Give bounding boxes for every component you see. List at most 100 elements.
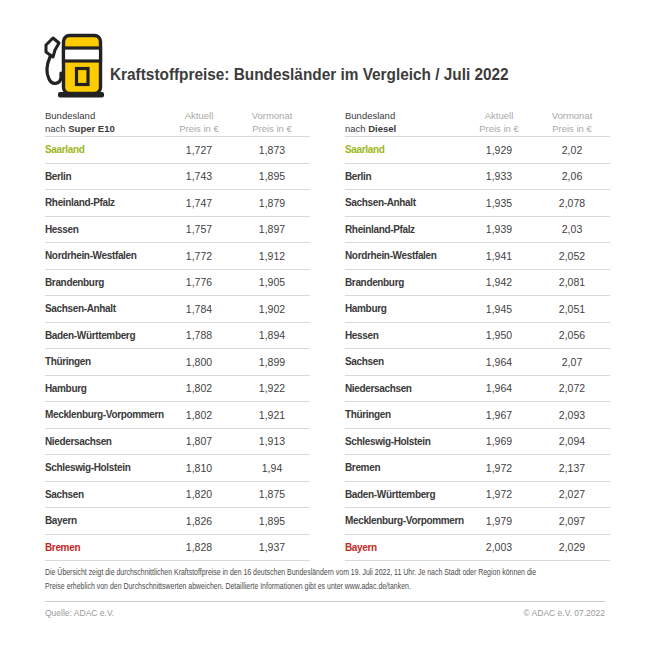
table-row: Rheinland-Pfalz1,9392,03 — [345, 217, 610, 244]
current-price: 1,942 — [464, 276, 534, 288]
diesel-table: Bundesland nach Diesel Aktuell Preis in … — [345, 106, 610, 561]
current-price: 1,826 — [164, 515, 234, 527]
table-row: Sachsen-Anhalt1,7841,902 — [45, 296, 310, 323]
table-row: Brandenburg1,7761,905 — [45, 270, 310, 297]
column-header-aktuell: Aktuell Preis in € — [164, 110, 234, 136]
state-name: Bremen — [45, 542, 164, 553]
state-name: Niedersachsen — [45, 436, 164, 447]
current-price: 1,810 — [164, 462, 234, 474]
previous-price: 1,912 — [234, 250, 310, 262]
state-name: Niedersachsen — [345, 383, 464, 394]
diesel-table-body: Saarland1,9292,02Berlin1,9332,06Sachsen-… — [345, 137, 610, 561]
infographic-page: Kraftstoffpreise: Bundesländer im Vergle… — [0, 0, 650, 646]
previous-price: 1,902 — [234, 303, 310, 315]
previous-price: 2,094 — [534, 435, 610, 447]
current-price: 1,757 — [164, 223, 234, 235]
table-row: Nordrhein-Westfalen1,7721,912 — [45, 243, 310, 270]
current-price: 1,929 — [464, 144, 534, 156]
current-price: 1,964 — [464, 382, 534, 394]
current-price: 1,727 — [164, 144, 234, 156]
current-price: 1,964 — [464, 356, 534, 368]
table-row: Hessen1,9502,056 — [345, 323, 610, 350]
previous-price: 1,899 — [234, 356, 310, 368]
table-row: Baden-Württemberg1,9722,027 — [345, 482, 610, 509]
previous-price: 1,937 — [234, 541, 310, 553]
state-name: Sachsen — [345, 356, 464, 367]
current-price: 1,941 — [464, 250, 534, 262]
current-price: 1,800 — [164, 356, 234, 368]
table-row: Berlin1,9332,06 — [345, 164, 610, 191]
footer: Quelle: ADAC e.V. © ADAC e.V. 07.2022 — [45, 608, 605, 618]
previous-price: 2,072 — [534, 382, 610, 394]
table-row: Mecklenburg-Vorpommern1,9792,097 — [345, 508, 610, 535]
source-label: Quelle: ADAC e.V. — [45, 608, 114, 618]
table-row: Thüringen1,8001,899 — [45, 349, 310, 376]
state-name: Bayern — [345, 542, 464, 553]
state-name: Nordrhein-Westfalen — [345, 250, 464, 261]
state-name: Thüringen — [45, 356, 164, 367]
table-row: Schleswig-Holstein1,9692,094 — [345, 429, 610, 456]
current-price: 1,820 — [164, 488, 234, 500]
table-row: Saarland1,9292,02 — [345, 137, 610, 164]
previous-price: 1,875 — [234, 488, 310, 500]
column-header-bundesland: Bundesland nach Super E10 — [45, 110, 164, 136]
state-name: Mecklenburg-Vorpommern — [345, 515, 464, 526]
table-row: Sachsen-Anhalt1,9352,078 — [345, 190, 610, 217]
previous-price: 2,06 — [534, 170, 610, 182]
table-row: Nordrhein-Westfalen1,9412,052 — [345, 243, 610, 270]
state-name: Schleswig-Holstein — [45, 462, 164, 473]
table-row: Hamburg1,8021,922 — [45, 376, 310, 403]
previous-price: 2,081 — [534, 276, 610, 288]
state-name: Bremen — [345, 462, 464, 473]
state-name: Hamburg — [45, 383, 164, 394]
current-price: 1,784 — [164, 303, 234, 315]
table-row: Bayern1,8261,895 — [45, 508, 310, 535]
state-name: Sachsen-Anhalt — [345, 197, 464, 208]
column-header-bundesland: Bundesland nach Diesel — [345, 110, 464, 136]
current-price: 1,939 — [464, 223, 534, 235]
previous-price: 2,029 — [534, 541, 610, 553]
footnote-line: Preise erheblich von den Durchschnittswe… — [45, 580, 536, 594]
current-price: 1,933 — [464, 170, 534, 182]
table-row: Mecklenburg-Vorpommern1,8021,921 — [45, 402, 310, 429]
state-name: Sachsen — [45, 489, 164, 500]
super-e10-table-body: Saarland1,7271,873Berlin1,7431,895Rheinl… — [45, 137, 310, 561]
table-row: Thüringen1,9672,093 — [345, 402, 610, 429]
state-name: Rheinland-Pfalz — [345, 224, 464, 235]
previous-price: 1,913 — [234, 435, 310, 447]
current-price: 1,828 — [164, 541, 234, 553]
state-name: Brandenburg — [345, 277, 464, 288]
current-price: 1,972 — [464, 462, 534, 474]
current-price: 1,802 — [164, 409, 234, 421]
copyright-label: © ADAC e.V. 07.2022 — [523, 608, 605, 618]
state-name: Saarland — [345, 144, 464, 155]
table-row: Hamburg1,9452,051 — [345, 296, 610, 323]
current-price: 1,969 — [464, 435, 534, 447]
table-row: Bayern2,0032,029 — [345, 535, 610, 562]
current-price: 1,967 — [464, 409, 534, 421]
current-price: 1,979 — [464, 515, 534, 527]
table-row: Brandenburg1,9422,081 — [345, 270, 610, 297]
current-price: 1,935 — [464, 197, 534, 209]
state-name: Sachsen-Anhalt — [45, 303, 164, 314]
table-row: Saarland1,7271,873 — [45, 137, 310, 164]
state-name: Mecklenburg-Vorpommern — [45, 409, 164, 420]
previous-price: 1,94 — [234, 462, 310, 474]
previous-price: 1,897 — [234, 223, 310, 235]
current-price: 1,945 — [464, 303, 534, 315]
previous-price: 2,056 — [534, 329, 610, 341]
previous-price: 2,137 — [534, 462, 610, 474]
column-header-vormonat: Vormonat Preis in € — [234, 110, 310, 136]
super-e10-table-header: Bundesland nach Super E10 Aktuell Preis … — [45, 106, 310, 137]
table-row: Bremen1,8281,937 — [45, 535, 310, 562]
state-name: Berlin — [345, 171, 464, 182]
state-name: Bayern — [45, 515, 164, 526]
page-title: Kraftstoffpreise: Bundesländer im Vergle… — [110, 66, 509, 84]
current-price: 1,743 — [164, 170, 234, 182]
state-name: Brandenburg — [45, 277, 164, 288]
table-row: Berlin1,7431,895 — [45, 164, 310, 191]
state-name: Saarland — [45, 144, 164, 155]
current-price: 1,788 — [164, 329, 234, 341]
previous-price: 2,051 — [534, 303, 610, 315]
table-row: Sachsen1,9642,07 — [345, 349, 610, 376]
